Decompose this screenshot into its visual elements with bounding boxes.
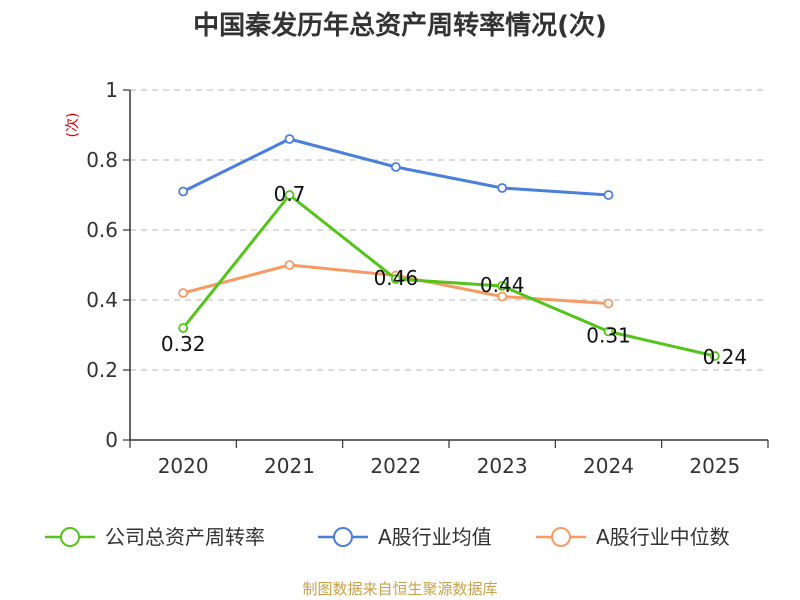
- data-label: 0.7: [274, 182, 306, 206]
- data-point: [390, 274, 401, 284]
- series-layer: [178, 134, 720, 361]
- x-tick-label: 2021: [264, 454, 315, 478]
- legend-marker: [551, 527, 571, 547]
- data-label: 0.24: [703, 345, 748, 369]
- legend-label: A股行业均值: [378, 525, 492, 549]
- source-note: 制图数据来自恒生聚源数据库: [302, 580, 497, 598]
- data-point: [284, 190, 295, 200]
- data-point: [284, 134, 295, 144]
- data-point: [497, 183, 508, 193]
- data-point: [603, 326, 614, 337]
- x-tick-label: 2023: [477, 454, 528, 478]
- x-tick-label: 2024: [583, 454, 634, 478]
- series-line: [181, 193, 716, 358]
- legend: 公司总资产周转率 A股行业均值 A股行业中位数: [45, 525, 730, 549]
- legend-marker: [333, 527, 353, 547]
- y-axis-unit: (次): [65, 113, 81, 138]
- data-label: 0.31: [586, 324, 631, 348]
- data-label: 0.46: [374, 266, 419, 290]
- y-tick-label: 0.4: [86, 288, 118, 312]
- y-tick-label: 0: [105, 428, 118, 452]
- y-tick-label: 1: [105, 78, 118, 102]
- grid: [130, 89, 768, 371]
- y-tick-label: 0.2: [86, 358, 118, 382]
- x-tick-label: 2025: [689, 454, 740, 478]
- data-point: [178, 288, 189, 298]
- data-point: [497, 281, 508, 291]
- y-tick-label: 0.6: [86, 218, 118, 242]
- data-labels: 0.32 0.7 0.46 0.44 0.31 0.24: [161, 182, 747, 369]
- data-point: [709, 351, 720, 361]
- data-label: 0.44: [480, 273, 525, 297]
- data-point: [284, 260, 295, 270]
- legend-label: A股行业中位数: [596, 525, 730, 549]
- data-point: [178, 186, 189, 197]
- x-tick-label: 2020: [158, 454, 209, 478]
- chart-title: 中国秦发历年总资产周转率情况(次): [193, 10, 607, 41]
- data-point: [390, 162, 401, 172]
- x-tick-label: 2022: [370, 454, 421, 478]
- data-label: 0.32: [161, 332, 206, 356]
- legend-label: 公司总资产周转率: [105, 525, 265, 549]
- data-point: [603, 298, 614, 309]
- legend-marker: [60, 527, 80, 547]
- data-point: [603, 190, 614, 200]
- y-tick-label: 0.8: [86, 148, 118, 172]
- axes: 0 0.2 0.4 0.6 0.8 1 2020 2021 2022 2023 2024 2025: [86, 78, 769, 478]
- data-point: [497, 291, 508, 302]
- data-point: [178, 323, 189, 333]
